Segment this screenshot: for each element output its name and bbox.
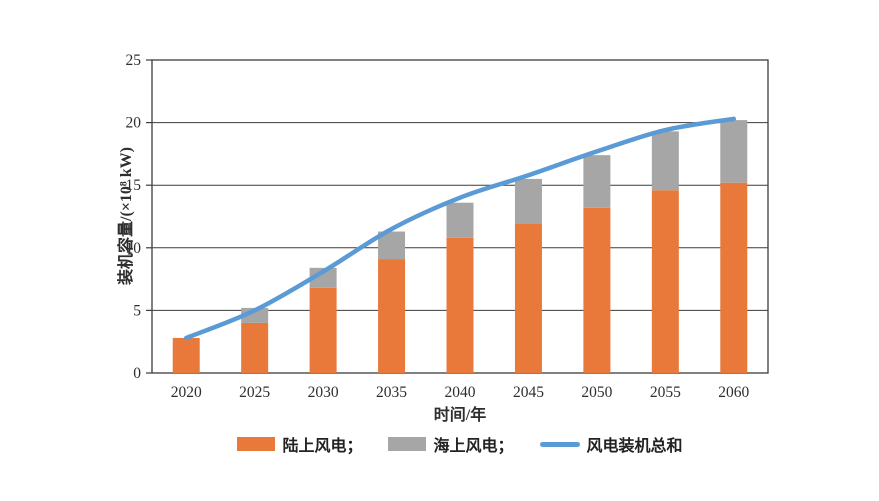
x-tick-label: 2035 bbox=[376, 384, 407, 401]
bar-onshore-2030 bbox=[309, 287, 337, 373]
x-tick-label: 2025 bbox=[239, 384, 270, 401]
legend-item-offshore-wind: 海上风电； bbox=[388, 432, 514, 456]
y-tick-label: 0 bbox=[133, 365, 141, 382]
y-tick-label: 25 bbox=[126, 52, 142, 69]
bar-onshore-2045 bbox=[514, 224, 542, 373]
legend-item-onshore-wind: 陆上风电； bbox=[237, 432, 362, 456]
x-axis-label: 时间/年 bbox=[433, 407, 487, 424]
bar-onshore-2055 bbox=[651, 190, 679, 373]
y-tick-label: 10 bbox=[126, 240, 142, 257]
offshore-wind-swatch-icon bbox=[388, 437, 427, 451]
bar-offshore-2040 bbox=[446, 202, 474, 238]
onshore-wind-swatch-icon bbox=[237, 437, 276, 451]
bar-offshore-2045 bbox=[514, 178, 542, 225]
legend: 陆上风电； 海上风电； 风电装机总和 bbox=[152, 432, 768, 456]
legend-label-offshore-wind: 海上风电； bbox=[433, 438, 514, 455]
y-tick-label: 15 bbox=[126, 177, 142, 194]
x-tick-label: 2050 bbox=[581, 384, 612, 401]
bar-offshore-2055 bbox=[651, 131, 679, 191]
x-tick-label: 2020 bbox=[171, 384, 202, 401]
y-tick-label: 20 bbox=[126, 115, 142, 132]
bar-onshore-2040 bbox=[446, 237, 474, 373]
bar-onshore-2060 bbox=[720, 182, 748, 373]
bar-offshore-2050 bbox=[583, 155, 611, 208]
bar-onshore-2020 bbox=[172, 337, 200, 373]
legend-label-onshore-wind: 陆上风电； bbox=[282, 438, 363, 455]
x-tick-label: 2030 bbox=[308, 384, 339, 401]
bar-onshore-2035 bbox=[378, 259, 406, 373]
x-tick-label: 2045 bbox=[513, 384, 544, 401]
bar-onshore-2025 bbox=[241, 322, 269, 373]
y-axis-label: 装机容量/(×10⁸ kW) bbox=[118, 147, 135, 285]
total-line bbox=[183, 116, 737, 341]
bar-onshore-2050 bbox=[583, 207, 611, 373]
bar-offshore-2030 bbox=[309, 267, 337, 288]
x-tick-label: 2040 bbox=[445, 384, 476, 401]
legend-label-total-line: 风电装机总和 bbox=[586, 438, 683, 455]
total-line-swatch-icon bbox=[539, 441, 580, 447]
bar-offshore-2060 bbox=[720, 120, 748, 183]
legend-item-total-line: 风电装机总和 bbox=[539, 432, 683, 456]
x-tick-label: 2055 bbox=[650, 384, 681, 401]
y-tick-label: 5 bbox=[133, 302, 141, 319]
x-tick-label: 2060 bbox=[718, 384, 749, 401]
